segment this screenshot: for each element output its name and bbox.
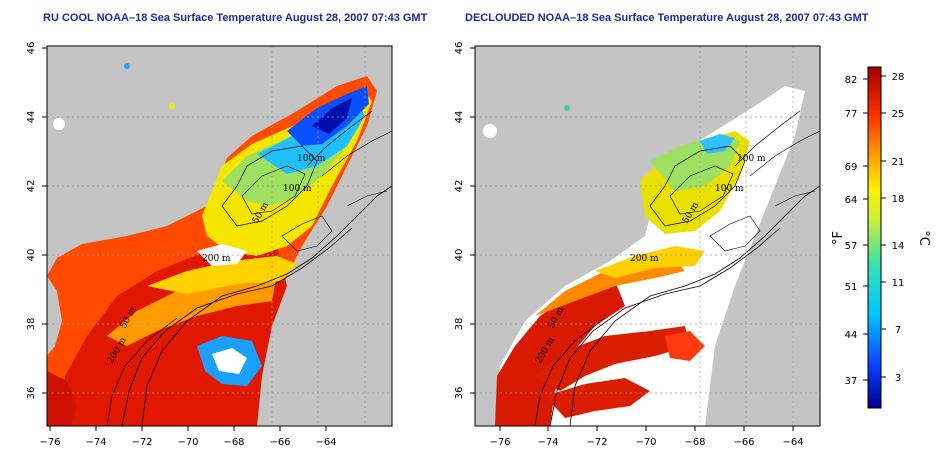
left-y-tick: 46 — [26, 42, 37, 55]
colorbar-c-tick: 7 — [895, 325, 901, 336]
right-y-tick: 40 — [454, 249, 465, 262]
left-plot-frame — [46, 45, 393, 427]
panel-left: 100 m 100 m 50 m 200 m 50 m 200 m −76 −7… — [26, 42, 393, 448]
right-y-tick: 36 — [454, 387, 465, 400]
contour-label-100m-b: 100 m — [283, 184, 312, 194]
right-x-tick: −64 — [782, 437, 803, 448]
panel-right-title: DECLOUDED NOAA–18 Sea Surface Temperatur… — [465, 12, 869, 24]
celsius-label: °C — [916, 230, 931, 246]
colorbar-gradient — [867, 66, 882, 409]
left-x-tick: −66 — [269, 437, 290, 448]
colorbar-c-tick: 11 — [892, 278, 905, 289]
right-x-tick: −68 — [684, 437, 705, 448]
right-y-tick: 44 — [454, 111, 465, 124]
colorbar-c-tick: 25 — [892, 109, 905, 120]
left-sst-map: 100 m 100 m 50 m 200 m 50 m 200 m — [47, 46, 392, 426]
left-y-tick: 42 — [26, 180, 37, 193]
contour-label-100m-a: 100 m — [737, 154, 766, 164]
left-x-tick: −70 — [177, 437, 198, 448]
colorbar-c-tick: 3 — [895, 373, 901, 384]
colorbar-f-tick: 82 — [845, 75, 858, 86]
colorbar-c-tick: 28 — [892, 72, 905, 83]
right-plot-frame — [474, 45, 821, 427]
contour-label-100m-b: 100 m — [715, 184, 744, 194]
right-sst-map: 100 m 100 m 50 m 200 m 50 m 200 m — [475, 46, 820, 426]
colorbar-f-tick: 51 — [845, 282, 858, 293]
colorbar-f-tick: 64 — [845, 195, 858, 206]
panel-right: 100 m 100 m 50 m 200 m 50 m 200 m −76 −7… — [454, 42, 821, 448]
contour-label-200m-a: 200 m — [630, 254, 659, 264]
left-y-tick: 40 — [26, 249, 37, 262]
left-x-tick: −68 — [223, 437, 244, 448]
contour-label-200m-a: 200 m — [202, 254, 231, 264]
right-y-tick: 42 — [454, 180, 465, 193]
left-x-tick: −72 — [131, 437, 152, 448]
right-x-tick: −70 — [635, 437, 656, 448]
colorbar-c-tick: 14 — [892, 241, 905, 252]
left-y-tick: 44 — [26, 111, 37, 124]
colorbar: 82 77 69 64 57 51 44 37 28 25 21 18 14 1… — [831, 66, 931, 409]
right-x-tick: −74 — [537, 437, 558, 448]
right-y-tick: 46 — [454, 42, 465, 55]
left-x-tick: −64 — [315, 437, 336, 448]
left-x-tick: −74 — [85, 437, 106, 448]
left-y-tick: 38 — [26, 318, 37, 331]
right-x-tick: −76 — [489, 437, 510, 448]
colorbar-f-tick: 44 — [845, 330, 858, 341]
fahrenheit-label: °F — [831, 231, 846, 245]
colorbar-f-tick: 69 — [845, 162, 858, 173]
right-x-tick: −66 — [733, 437, 754, 448]
colorbar-f-tick: 57 — [845, 241, 858, 252]
panel-left-title: RU COOL NOAA–18 Sea Surface Temperature … — [43, 12, 428, 24]
right-y-tick: 38 — [454, 318, 465, 331]
colorbar-f-tick: 37 — [845, 376, 858, 387]
left-x-tick: −76 — [39, 437, 60, 448]
colorbar-f-tick: 77 — [845, 109, 858, 120]
contour-label-100m-a: 100 m — [297, 154, 326, 164]
colorbar-c-tick: 21 — [892, 157, 905, 168]
colorbar-c-tick: 18 — [892, 194, 905, 205]
left-y-tick: 36 — [26, 387, 37, 400]
right-x-tick: −72 — [586, 437, 607, 448]
